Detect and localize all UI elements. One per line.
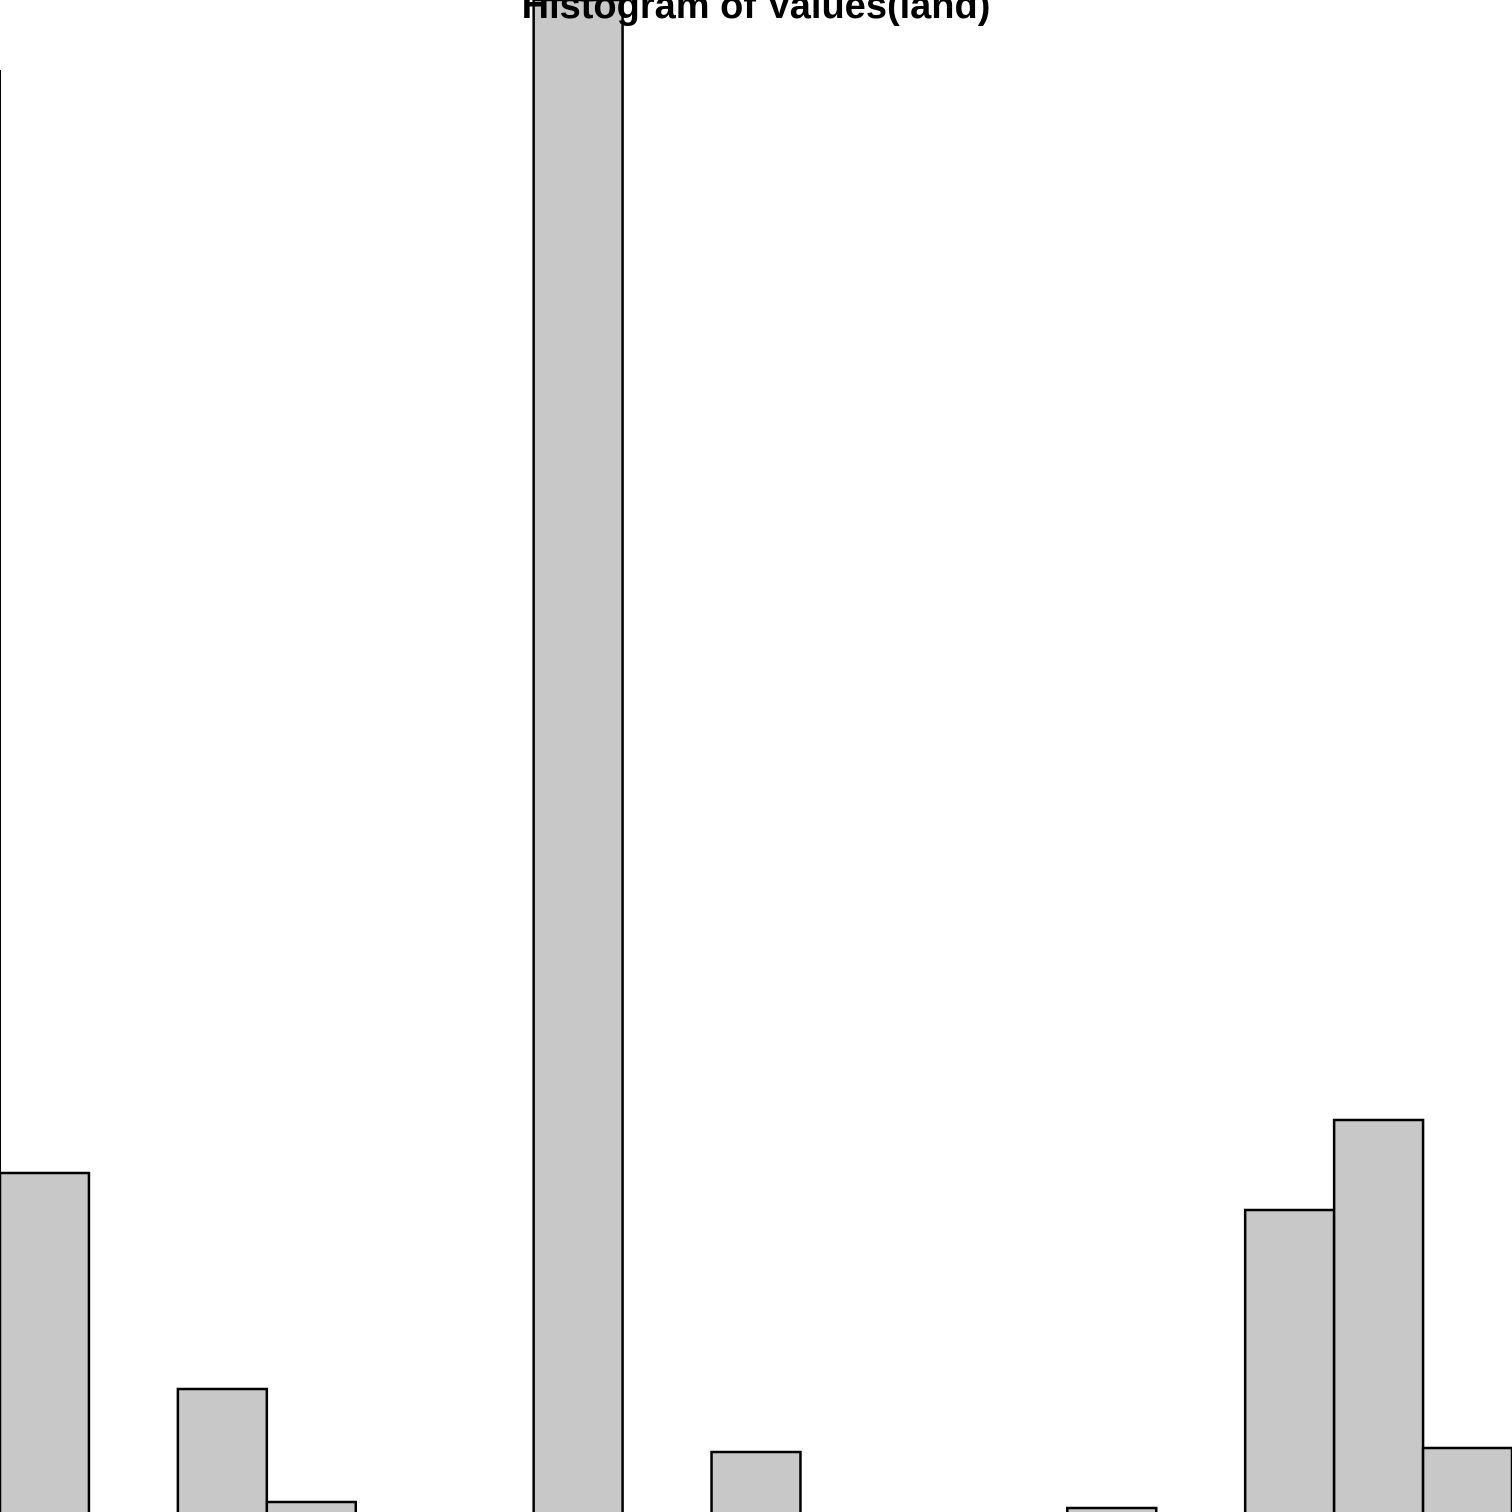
histogram-bar-3 <box>265 1500 358 1512</box>
histogram-bar-2 <box>176 1387 269 1512</box>
histogram-bar-15 <box>1421 1446 1512 1512</box>
chart-title: Histogram of Values(land) <box>522 0 991 27</box>
histogram-bar-0 <box>0 1171 91 1512</box>
histogram-bar-13 <box>1243 1208 1336 1512</box>
histogram-bar-14 <box>1332 1118 1425 1512</box>
histogram-bar-5 <box>532 0 624 1512</box>
histogram-bar-11 <box>1066 1506 1158 1512</box>
histogram-bar-7 <box>710 1450 802 1512</box>
